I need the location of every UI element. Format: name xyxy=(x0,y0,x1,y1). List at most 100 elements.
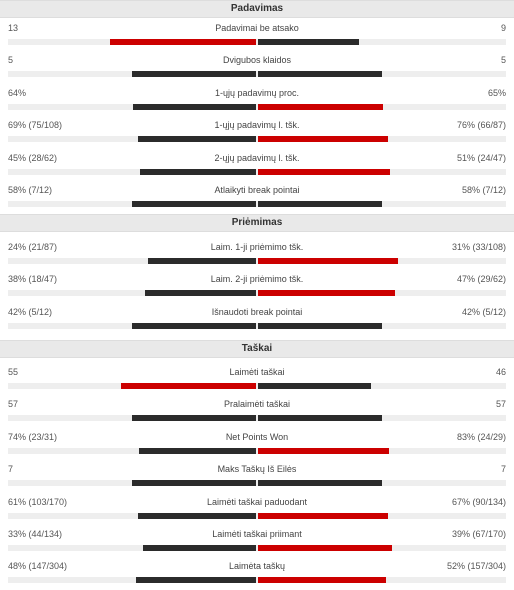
stat-left-value: 7 xyxy=(8,464,14,475)
stat-right-value: 76% (66/87) xyxy=(456,120,506,131)
stat-label: Laimėti taškai xyxy=(229,367,285,377)
stat-bar-right xyxy=(258,71,382,78)
stat-bar-track xyxy=(8,545,506,551)
stat-bar-track xyxy=(8,136,506,143)
stat-bar-left xyxy=(136,577,256,584)
stat-left-value: 38% (18/47) xyxy=(8,274,58,285)
stat-label: Laim. 1-ji priėmimo tšk. xyxy=(210,242,304,252)
stat-bar-left xyxy=(132,71,256,78)
stat-left-value: 64% xyxy=(8,87,27,98)
stat-bar-left xyxy=(138,512,256,519)
stat-label: Net Points Won xyxy=(225,431,289,442)
stat-row: 5 Dvigubos klaidos 5 xyxy=(0,54,514,84)
stat-label: 1-ųjų padavimų proc. xyxy=(214,87,300,98)
stat-right-value: 31% (33/108) xyxy=(451,242,506,252)
stat-bar-right xyxy=(258,258,398,264)
stat-row: 24% (21/87) Laim. 1-ji priėmimo tšk. 31% (… xyxy=(0,241,514,271)
stat-row: 58% (7/12) Atlaikyti break pointai 58% (7/… xyxy=(0,184,514,214)
stat-right-value: 58% (7/12) xyxy=(461,185,506,195)
stat-bar-left xyxy=(132,201,256,207)
stat-label: Išnaudoti break pointai xyxy=(211,306,303,317)
stat-bar-left xyxy=(138,136,256,143)
stat-bar-right xyxy=(258,201,382,207)
stat-left-value: 24% (21/87) xyxy=(8,242,58,252)
stat-label: Laim. 2-ji priėmimo tšk. xyxy=(210,274,304,285)
stat-left-value: 45% (28/62) xyxy=(8,152,58,163)
stat-bar-left xyxy=(132,415,256,422)
stat-bar-left xyxy=(110,39,256,45)
stat-label: Dvigubos klaidos xyxy=(222,55,292,66)
stat-bar-left xyxy=(132,480,256,487)
stat-bar-track xyxy=(8,447,506,454)
stat-bar-right xyxy=(258,545,392,551)
stat-bar-left xyxy=(139,447,256,454)
stat-bar-right xyxy=(258,577,386,584)
stat-right-value: 9 xyxy=(500,23,506,33)
stat-bar-right xyxy=(258,168,390,175)
stat-right-value: 52% (157/304) xyxy=(446,561,506,572)
stat-bar-track xyxy=(8,512,506,519)
stat-bar-right xyxy=(258,383,371,389)
stat-row: 42% (5/12) Išnaudoti break pointai 42% (5/… xyxy=(0,306,514,336)
stat-right-value: 39% (67/170) xyxy=(451,529,506,539)
stat-left-value: 33% (44/134) xyxy=(8,529,63,539)
stat-bar-track xyxy=(8,168,506,175)
stat-bar-right xyxy=(258,103,383,110)
stat-right-value: 7 xyxy=(500,464,506,475)
stat-left-value: 42% (5/12) xyxy=(8,306,53,317)
stat-left-value: 5 xyxy=(8,55,14,66)
section-header: Padavimas xyxy=(0,0,514,18)
section-header: Priėmimas xyxy=(0,214,514,232)
stat-right-value: 51% (24/47) xyxy=(456,152,506,163)
stat-label: Maks Taškų Iš Eilės xyxy=(217,464,297,475)
stat-label: Atlaikyti break pointai xyxy=(214,185,300,195)
stat-row: 33% (44/134) Laimėti taškai priimant 39% (… xyxy=(0,528,514,558)
stat-bar-right xyxy=(258,447,389,454)
stat-right-value: 57 xyxy=(495,399,506,410)
stat-left-value: 48% (147/304) xyxy=(8,561,68,572)
stat-bar-track xyxy=(8,39,506,45)
stat-label: Laimėti taškai paduodant xyxy=(206,496,308,507)
stat-bar-track xyxy=(8,577,506,584)
stat-bar-track xyxy=(8,71,506,78)
stat-bar-left xyxy=(121,383,256,389)
stat-left-value: 57 xyxy=(8,399,19,410)
stat-row: 57 Pralaimėti taškai 57 xyxy=(0,398,514,428)
stat-left-value: 69% (75/108) xyxy=(8,120,63,131)
stat-right-value: 47% (29/62) xyxy=(456,274,506,285)
stat-row: 48% (147/304) Laimėta taškų 52% (157/304) xyxy=(0,560,514,590)
stat-row: 55 Laimėti taškai 46 xyxy=(0,366,514,396)
stat-bar-track xyxy=(8,415,506,422)
stat-bar-right xyxy=(258,480,382,487)
stat-right-value: 83% (24/29) xyxy=(456,431,506,442)
stat-bar-right xyxy=(258,415,382,422)
stat-row: 64% 1-ųjų padavimų proc. 65% xyxy=(0,87,514,117)
stat-row: 61% (103/170) Laimėti taškai paduodant 67%… xyxy=(0,496,514,526)
stat-bar-left xyxy=(145,290,256,297)
stat-left-value: 61% (103/170) xyxy=(8,496,68,507)
stat-bar-left xyxy=(148,258,256,264)
stat-row: 45% (28/62) 2-ųjų padavimų l. tšk. 51% (24… xyxy=(0,152,514,182)
section-header: Taškai xyxy=(0,340,514,358)
stat-row: 7 Maks Taškų Iš Eilės 7 xyxy=(0,463,514,493)
stat-left-value: 13 xyxy=(8,23,19,33)
stat-left-value: 58% (7/12) xyxy=(8,185,53,195)
stat-bar-left xyxy=(140,168,256,175)
stat-bar-track xyxy=(8,258,506,264)
stat-bar-right xyxy=(258,322,382,329)
stat-right-value: 46 xyxy=(495,367,506,377)
stat-label: 2-ųjų padavimų l. tšk. xyxy=(214,152,300,163)
stat-row: 38% (18/47) Laim. 2-ji priėmimo tšk. 47% (… xyxy=(0,273,514,303)
stat-label: Laimėta taškų xyxy=(228,561,286,572)
stat-bar-track xyxy=(8,290,506,297)
stat-bar-right xyxy=(258,136,388,143)
stat-right-value: 42% (5/12) xyxy=(461,306,506,317)
stat-bar-track xyxy=(8,201,506,207)
stat-bar-left xyxy=(132,322,256,329)
stat-bar-track xyxy=(8,103,506,110)
stat-row: 74% (23/31) Net Points Won 83% (24/29) xyxy=(0,431,514,461)
stat-left-value: 55 xyxy=(8,367,19,377)
stat-label: Laimėti taškai priimant xyxy=(212,529,302,539)
stat-row: 69% (75/108) 1-ųjų padavimų l. tšk. 76% (6… xyxy=(0,119,514,149)
